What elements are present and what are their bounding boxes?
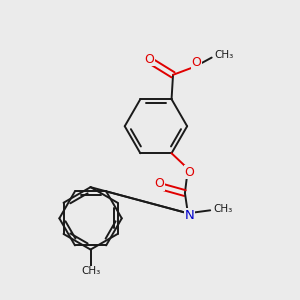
Text: O: O xyxy=(144,53,154,66)
Text: O: O xyxy=(192,56,202,69)
Text: O: O xyxy=(154,177,164,190)
Text: CH₃: CH₃ xyxy=(81,266,100,276)
Text: CH₃: CH₃ xyxy=(213,203,232,214)
Text: CH₃: CH₃ xyxy=(214,50,234,60)
Text: N: N xyxy=(185,208,195,222)
Text: O: O xyxy=(185,166,195,179)
